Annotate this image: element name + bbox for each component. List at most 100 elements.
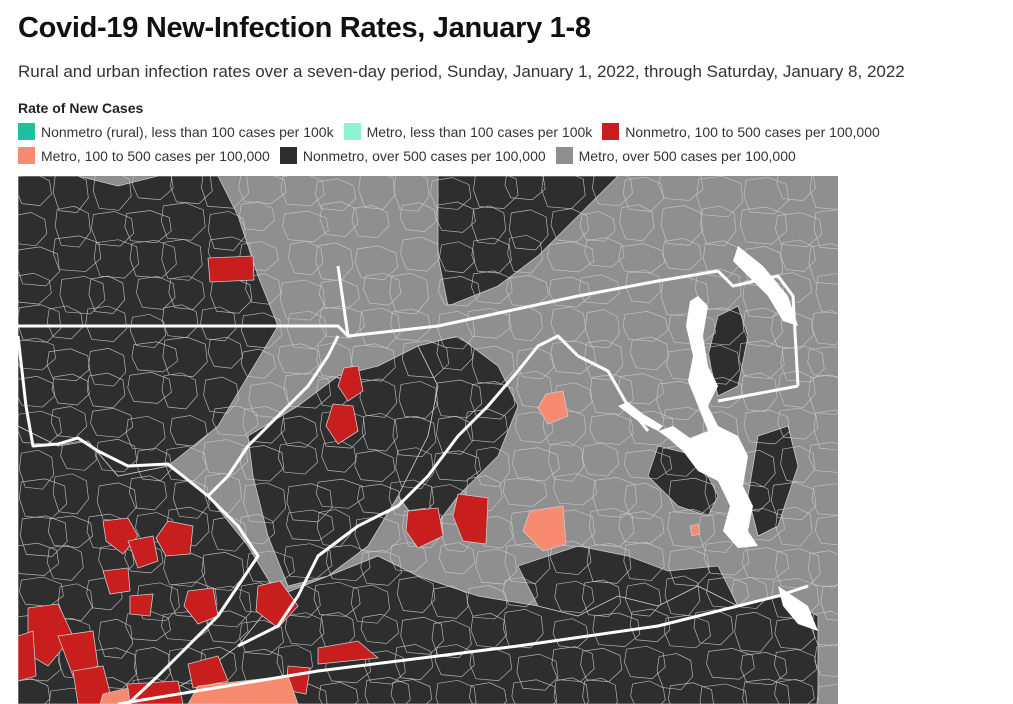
county-outline [780, 445, 816, 483]
county-outline [777, 407, 819, 440]
county-metro-mid [187, 675, 299, 704]
legend-swatch [279, 147, 297, 164]
county-outline [161, 304, 199, 339]
county-outline [807, 550, 838, 588]
county-outline [502, 476, 548, 507]
county-outline [629, 336, 670, 371]
legend-title: Rate of New Cases [18, 100, 144, 116]
county-outline [504, 542, 551, 584]
county-outline [239, 619, 284, 655]
legend-item-metro-low: Metro, less than 100 cases per 100k [343, 122, 592, 141]
va-eastern-shore-border [717, 384, 799, 403]
county-outline [57, 583, 94, 621]
county-outline [815, 273, 838, 315]
md-delaware-border [716, 269, 800, 387]
county-outline [164, 446, 208, 482]
county-outline [502, 576, 539, 608]
legend-item-nonmetro-low: Nonmetro (rural), less than 100 cases pe… [18, 122, 334, 141]
county-outline [514, 411, 554, 444]
county-outline [130, 313, 167, 348]
county-outline [351, 204, 390, 239]
county-outline [502, 608, 544, 649]
county-outline [168, 275, 205, 310]
county-outline [431, 620, 472, 659]
county-outline [161, 372, 198, 410]
county-outline [401, 340, 450, 378]
county-outline [316, 376, 352, 408]
choropleth-map[interactable] [18, 176, 838, 704]
county-outline [473, 176, 519, 210]
county-outline [618, 511, 665, 545]
county-outline [771, 481, 817, 520]
county-nonmetro-mid [102, 567, 131, 595]
legend-item-nonmetro-high: Nonmetro, over 500 cases per 100,000 [279, 146, 546, 165]
county-outline [282, 210, 329, 243]
county-outline [809, 176, 838, 210]
county-outline [389, 541, 428, 573]
legend: Nonmetro (rural), less than 100 cases pe… [18, 122, 1008, 165]
county-outline [775, 506, 813, 547]
county-outline [393, 176, 430, 212]
county-outline [743, 409, 790, 445]
legend-swatch [18, 123, 35, 140]
county-outline [18, 246, 60, 287]
county-outline [553, 677, 589, 704]
county-outline [508, 209, 549, 251]
county-outline [553, 473, 598, 506]
county-outline [358, 176, 396, 210]
wv-va-border [237, 334, 580, 648]
county-outline [731, 577, 769, 609]
county-outline [277, 343, 322, 375]
county-outline [169, 415, 208, 447]
county-outline [471, 205, 507, 245]
md-va-border [577, 354, 650, 432]
county-outline [279, 279, 326, 321]
county-outline [315, 242, 354, 282]
county-outline [436, 415, 474, 455]
county-outline [807, 346, 838, 378]
county-outline [664, 575, 701, 616]
county-outline [592, 612, 641, 647]
county-outline [354, 516, 401, 553]
county-outline [245, 273, 282, 305]
county-outline [584, 339, 624, 381]
county-outline [629, 608, 671, 643]
county-outline [549, 540, 592, 575]
county-outline [429, 177, 472, 210]
county-outline [438, 276, 481, 307]
county-outline [18, 212, 48, 247]
county-outline [814, 643, 838, 678]
county-outline [589, 413, 634, 445]
county-outline [548, 276, 591, 308]
county-outline [579, 211, 616, 242]
county-outline [438, 542, 476, 575]
county-nonmetro-mid [127, 535, 159, 569]
county-outline [740, 652, 788, 686]
county-outline [172, 479, 210, 519]
county-outline [668, 682, 714, 704]
county-outline [584, 237, 625, 268]
county-outline [364, 677, 411, 704]
county-outline [623, 449, 673, 480]
county-outline [811, 610, 838, 647]
county-outline [129, 475, 167, 511]
county-highlights [18, 255, 701, 704]
county-outline [242, 406, 286, 444]
region-southside [517, 545, 739, 617]
county-outline [820, 583, 838, 622]
county-outline [706, 648, 755, 680]
legend-swatch [602, 123, 620, 140]
county-outline [93, 239, 140, 279]
county-outline [19, 576, 64, 607]
legend-label: Metro, 100 to 500 cases per 100,000 [41, 147, 270, 164]
legend-label: Nonmetro (rural), less than 100 cases pe… [41, 123, 334, 140]
county-outline [212, 405, 259, 437]
county-outline [776, 176, 816, 201]
county-outline [319, 305, 365, 339]
county-outline [400, 616, 444, 655]
county-outline [350, 584, 391, 624]
county-outline [46, 544, 84, 581]
county-outline [551, 646, 595, 682]
county-outline [660, 205, 704, 246]
county-outline [50, 406, 88, 439]
